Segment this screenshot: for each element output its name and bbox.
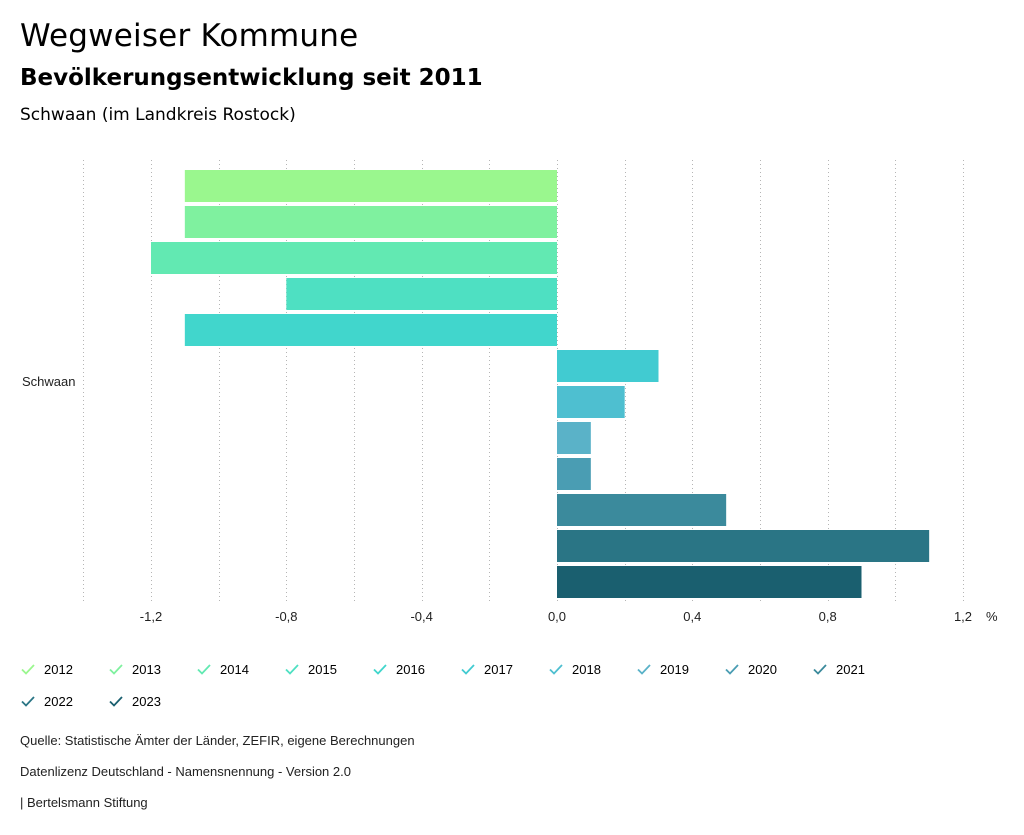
- x-tick-label: -1,2: [140, 609, 162, 624]
- legend-label: 2016: [396, 661, 425, 677]
- check-icon: [549, 664, 563, 675]
- bar-2018[interactable]: [557, 386, 625, 418]
- legend-label: 2014: [220, 661, 249, 677]
- check-icon: [285, 664, 299, 675]
- chart-subtitle: Bevölkerungsentwicklung seit 2011: [20, 65, 483, 91]
- legend-label: 2023: [132, 693, 161, 709]
- check-icon: [725, 664, 739, 675]
- legend-item-2018[interactable]: 2018: [548, 656, 601, 682]
- legend-item-2022[interactable]: 2022: [20, 688, 73, 714]
- bar-group: [151, 170, 930, 598]
- legend-label: 2020: [748, 661, 777, 677]
- check-icon: [813, 664, 827, 675]
- x-tick-label: 0,0: [548, 609, 566, 624]
- legend-label: 2012: [44, 661, 73, 677]
- x-axis-unit: %: [986, 609, 998, 624]
- check-icon: [197, 664, 211, 675]
- bar-2015[interactable]: [286, 278, 557, 310]
- x-tick-label: -0,8: [275, 609, 297, 624]
- legend-item-2019[interactable]: 2019: [636, 656, 689, 682]
- bar-chart: -1,2 -0,8 -0,4 0,0 0,4 0,8 1,2 Schwaan %: [22, 160, 998, 624]
- bar-2012[interactable]: [184, 170, 558, 202]
- check-icon: [461, 664, 475, 675]
- legend-label: 2021: [836, 661, 865, 677]
- bar-2020[interactable]: [557, 458, 591, 490]
- x-tick-label: 1,2: [954, 609, 972, 624]
- legend-label: 2019: [660, 661, 689, 677]
- page-title: Wegweiser Kommune: [20, 18, 359, 54]
- check-icon: [109, 696, 123, 707]
- check-icon: [637, 664, 651, 675]
- legend-label: 2022: [44, 693, 73, 709]
- legend-label: 2018: [572, 661, 601, 677]
- bar-2017[interactable]: [557, 350, 659, 382]
- bar-2014[interactable]: [151, 242, 557, 274]
- publisher-note: | Bertelsmann Stiftung: [20, 795, 148, 810]
- legend-item-2013[interactable]: 2013: [108, 656, 161, 682]
- region-label: Schwaan (im Landkreis Rostock): [20, 105, 296, 125]
- legend-item-2021[interactable]: 2021: [812, 656, 865, 682]
- x-tick-label: 0,4: [683, 609, 701, 624]
- bar-2019[interactable]: [557, 422, 591, 454]
- license-note: Datenlizenz Deutschland - Namensnennung …: [20, 764, 351, 779]
- legend-item-2015[interactable]: 2015: [284, 656, 337, 682]
- x-axis-ticks: -1,2 -0,8 -0,4 0,0 0,4 0,8 1,2: [140, 609, 972, 624]
- check-icon: [109, 664, 123, 675]
- legend-item-2017[interactable]: 2017: [460, 656, 513, 682]
- x-tick-label: -0,4: [410, 609, 432, 624]
- x-tick-label: 0,8: [819, 609, 837, 624]
- bar-2013[interactable]: [184, 206, 558, 238]
- legend-item-2016[interactable]: 2016: [372, 656, 425, 682]
- category-label: Schwaan: [22, 374, 75, 389]
- bar-2021[interactable]: [557, 494, 727, 526]
- bar-2016[interactable]: [184, 314, 558, 346]
- legend-item-2023[interactable]: 2023: [108, 688, 161, 714]
- legend-label: 2013: [132, 661, 161, 677]
- legend-item-2014[interactable]: 2014: [196, 656, 249, 682]
- source-note: Quelle: Statistische Ämter der Länder, Z…: [20, 733, 415, 748]
- bar-2022[interactable]: [557, 530, 930, 562]
- bar-2023[interactable]: [557, 566, 862, 598]
- legend-item-2012[interactable]: 2012: [20, 656, 73, 682]
- legend-item-2020[interactable]: 2020: [724, 656, 777, 682]
- legend-label: 2017: [484, 661, 513, 677]
- check-icon: [21, 696, 35, 707]
- check-icon: [21, 664, 35, 675]
- legend-label: 2015: [308, 661, 337, 677]
- check-icon: [373, 664, 387, 675]
